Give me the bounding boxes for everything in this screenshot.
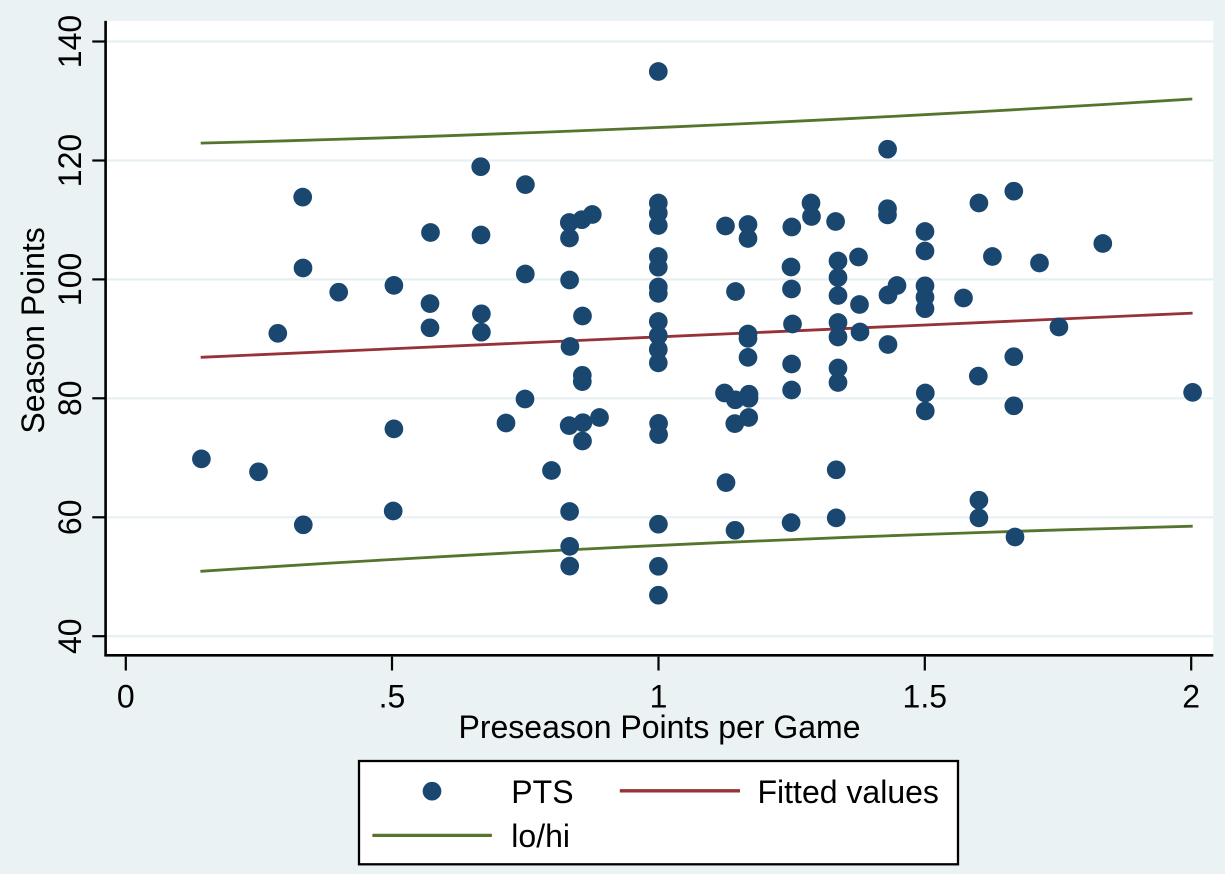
svg-text:0: 0 [117,679,135,715]
svg-text:1: 1 [650,679,668,715]
svg-text:.5: .5 [379,679,406,715]
svg-text:100: 100 [52,253,88,306]
svg-text:Season Points: Season Points [15,227,51,433]
svg-text:60: 60 [52,500,88,536]
svg-text:Preseason Points per Game: Preseason Points per Game [459,709,861,745]
svg-text:1.5: 1.5 [903,679,947,715]
svg-text:2: 2 [1182,679,1200,715]
svg-text:140: 140 [52,15,88,68]
svg-text:40: 40 [52,618,88,654]
svg-text:120: 120 [52,134,88,187]
svg-text:80: 80 [52,381,88,417]
svg-text:lo/hi: lo/hi [511,818,570,854]
svg-text:PTS: PTS [511,774,573,810]
svg-text:Fitted values: Fitted values [758,774,939,810]
